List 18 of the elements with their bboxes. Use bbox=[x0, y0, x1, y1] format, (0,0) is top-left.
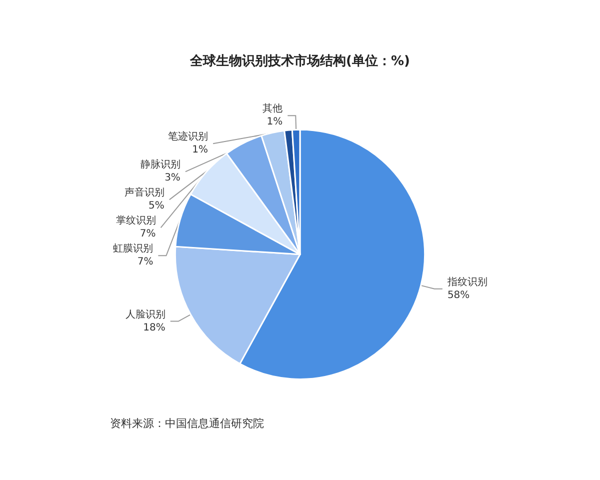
slice-label: 笔迹识别 bbox=[168, 130, 208, 143]
data-label: 58% bbox=[447, 290, 470, 301]
slice-label: 其他 bbox=[262, 102, 283, 115]
data-label: 7% bbox=[137, 256, 154, 268]
chart-title: 全球生物识别技术市场结构(单位：%) bbox=[189, 53, 410, 69]
data-label: 5% bbox=[148, 200, 164, 212]
slice-label: 虹膜识别 bbox=[113, 242, 154, 255]
slice-label: 指纹识别 bbox=[446, 276, 488, 288]
text: 资料来源：中国信息通信研究院 bbox=[110, 417, 264, 430]
data-label: 1% bbox=[192, 144, 208, 156]
slice-label: 静脉识别 bbox=[140, 158, 180, 171]
data-label: 1% bbox=[266, 116, 283, 128]
data-label: 18% bbox=[143, 322, 166, 334]
data-label: 7% bbox=[140, 228, 156, 240]
data-label: 3% bbox=[164, 172, 180, 184]
slice-label: 掌纹识别 bbox=[116, 214, 156, 227]
slice-label: 人脸识别 bbox=[125, 308, 166, 320]
slice-label: 声音识别 bbox=[124, 186, 164, 199]
